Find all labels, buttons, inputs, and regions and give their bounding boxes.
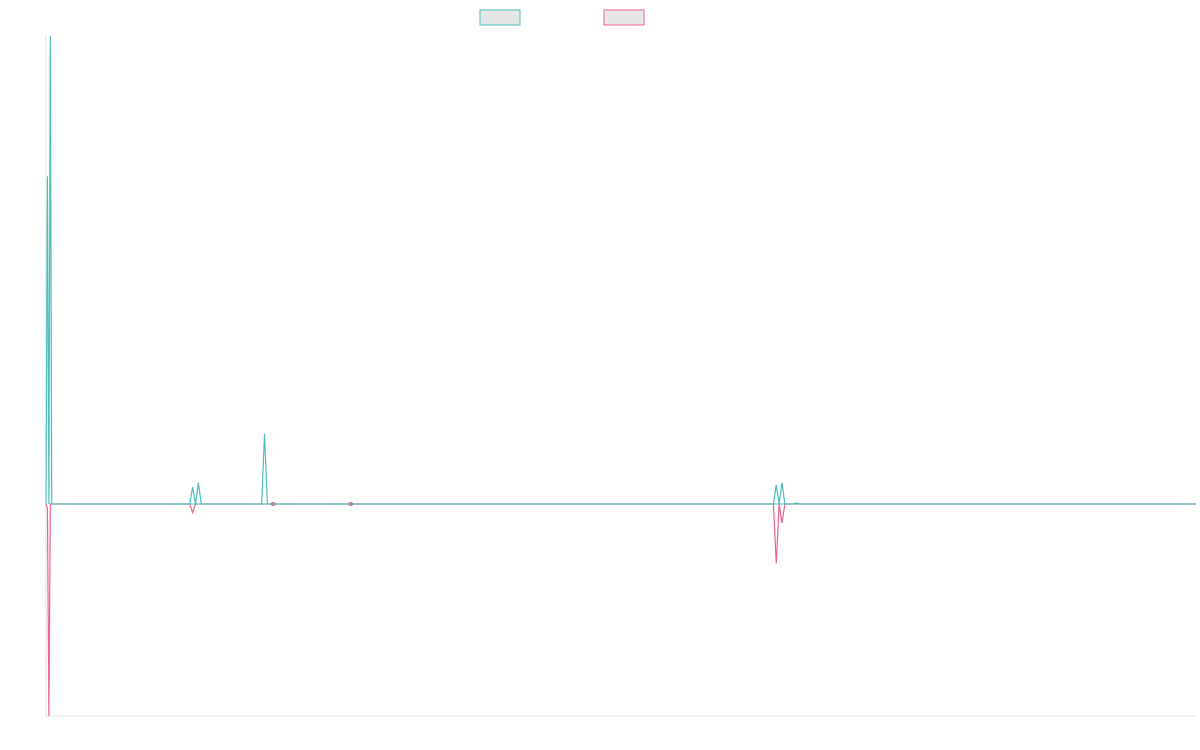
legend[interactable] — [479, 9, 645, 26]
legend-swatch-1[interactable] — [479, 9, 521, 26]
series-line-2 — [45, 501, 1196, 717]
series-line-1 — [45, 35, 1196, 505]
plot-area — [45, 35, 1196, 717]
axes — [45, 36, 1196, 717]
legend-swatch-2[interactable] — [603, 9, 645, 26]
